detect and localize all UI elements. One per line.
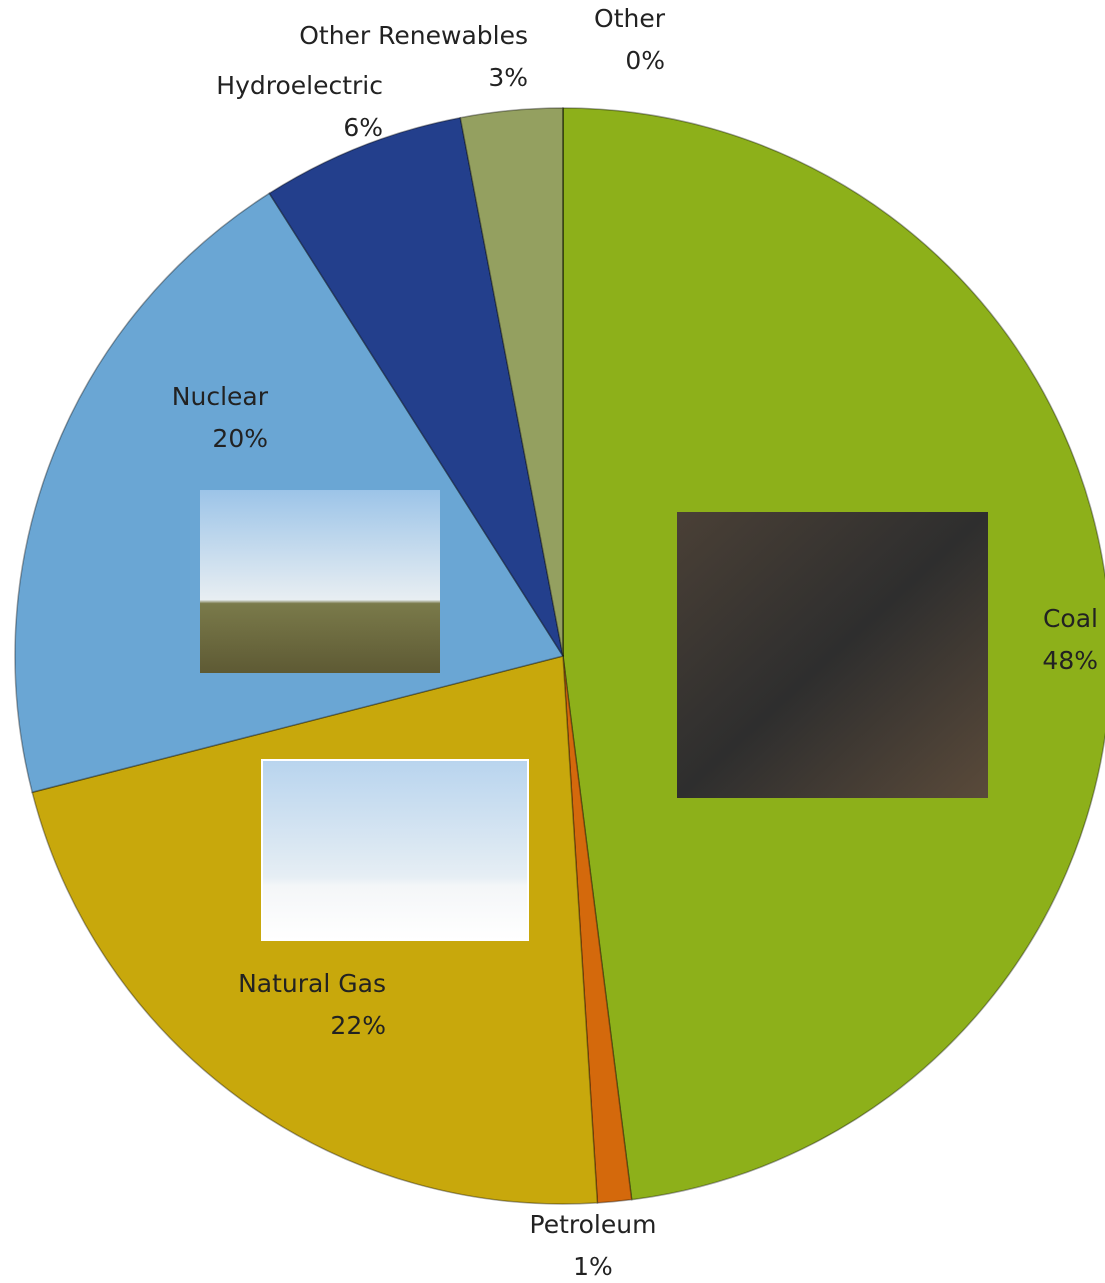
slice-value-label: 3% bbox=[488, 63, 528, 92]
slice-value-label: 22% bbox=[330, 1011, 386, 1040]
pie-slice bbox=[268, 116, 564, 657]
slice-label: Natural Gas bbox=[238, 969, 386, 998]
slice-value-label: 0% bbox=[625, 46, 665, 75]
labels: Coal 48% Petroleum 1% Natural Gas 22% Nuclear 2… bbox=[172, 4, 1098, 1281]
slice-value-label: 20% bbox=[212, 424, 268, 453]
nuclear-photo bbox=[200, 490, 440, 673]
slice-label: Other bbox=[594, 4, 666, 33]
photos bbox=[200, 490, 988, 941]
slice-value-label: 1% bbox=[573, 1252, 613, 1281]
slice-label: Other Renewables bbox=[299, 21, 528, 50]
slice-value-label: 48% bbox=[1042, 646, 1098, 675]
gas-photo bbox=[261, 759, 529, 941]
slice-label: Nuclear bbox=[172, 382, 269, 411]
slice-label: Coal bbox=[1043, 604, 1098, 633]
slice-label: Petroleum bbox=[530, 1210, 657, 1239]
pie-slice bbox=[459, 107, 564, 657]
slice-value-label: 6% bbox=[343, 113, 383, 142]
coal-photo bbox=[677, 512, 988, 798]
pie-slice bbox=[562, 655, 633, 1204]
slice-label: Hydroelectric bbox=[216, 71, 383, 100]
